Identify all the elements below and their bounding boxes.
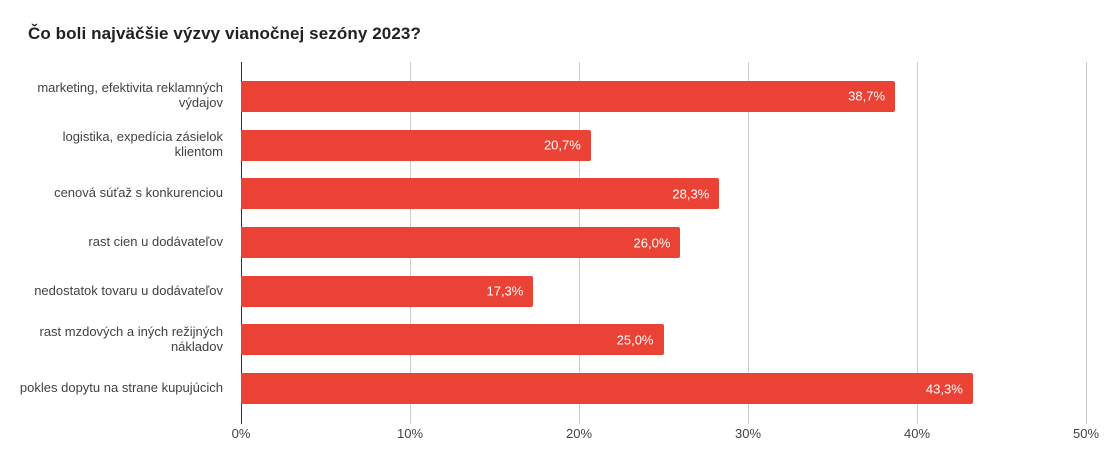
- category-row: pokles dopytu na strane kupujúcich: [0, 364, 232, 413]
- category-row: rast mzdových a iných režijných nákladov: [0, 316, 232, 365]
- x-axis-tick-label: 20%: [565, 426, 593, 441]
- x-axis-tick-label: 50%: [1072, 426, 1100, 441]
- category-label: rast cien u dodávateľov: [88, 234, 223, 250]
- chart-title: Čo boli najväčšie výzvy vianočnej sezóny…: [28, 24, 421, 43]
- category-label: marketing, efektivita reklamných výdajov: [37, 80, 223, 111]
- category-label: cenová súťaž s konkurenciou: [54, 185, 223, 201]
- bar[interactable]: 20,7%: [241, 129, 591, 161]
- bar-value-label: 26,0%: [633, 235, 671, 251]
- plot-area: 38,7% 20,7% 28,3% 26,0% 17,3% 25,0% 43,3%: [241, 62, 1087, 424]
- category-row: rast cien u dodávateľov: [0, 218, 232, 267]
- bar-value-label: 25,0%: [616, 332, 654, 348]
- bar-row: 26,0%: [241, 218, 1086, 267]
- axis-tick: [1086, 418, 1087, 424]
- axis-tick: [748, 418, 749, 424]
- x-axis-tick-label: 0%: [231, 426, 251, 441]
- axis-tick: [579, 418, 580, 424]
- bar[interactable]: 38,7%: [241, 80, 896, 112]
- bar-value-label: 28,3%: [672, 186, 710, 202]
- x-axis-tick-label: 30%: [734, 426, 762, 441]
- bar[interactable]: 25,0%: [241, 324, 664, 356]
- bar[interactable]: 28,3%: [241, 178, 720, 210]
- bar-row: 20,7%: [241, 121, 1086, 170]
- axis-tick: [241, 418, 242, 424]
- gridline: [748, 62, 749, 418]
- category-label: nedostatok tovaru u dodávateľov: [34, 282, 223, 298]
- category-axis: marketing, efektivita reklamných výdajov…: [0, 72, 232, 413]
- bar-series: 38,7% 20,7% 28,3% 26,0% 17,3% 25,0% 43,3%: [241, 72, 1086, 413]
- x-axis: 0% 10% 20% 30% 40% 50%: [232, 424, 1099, 444]
- axis-tick: [917, 418, 918, 424]
- bar-value-label: 43,3%: [925, 381, 963, 397]
- bar[interactable]: 43,3%: [241, 373, 973, 405]
- bar-value-label: 17,3%: [486, 283, 524, 299]
- bar-row: 43,3%: [241, 364, 1086, 413]
- gridline: [1086, 62, 1087, 418]
- bar-row: 17,3%: [241, 267, 1086, 316]
- bar-value-label: 38,7%: [848, 88, 886, 104]
- category-label: pokles dopytu na strane kupujúcich: [19, 380, 223, 396]
- category-row: cenová súťaž s konkurenciou: [0, 169, 232, 218]
- gridline: [917, 62, 918, 418]
- bar-row: 25,0%: [241, 316, 1086, 365]
- bar[interactable]: 26,0%: [241, 227, 681, 259]
- bar-row: 28,3%: [241, 169, 1086, 218]
- axis-tick: [410, 418, 411, 424]
- category-row: nedostatok tovaru u dodávateľov: [0, 267, 232, 316]
- bar[interactable]: 17,3%: [241, 275, 534, 307]
- category-row: marketing, efektivita reklamných výdajov: [0, 72, 232, 121]
- category-label: logistika, expedícia zásielok klientom: [62, 129, 223, 160]
- x-axis-tick-label: 10%: [396, 426, 424, 441]
- x-axis-tick-label: 40%: [903, 426, 931, 441]
- bar-value-label: 20,7%: [543, 137, 581, 153]
- category-label: rast mzdových a iných režijných nákladov: [39, 324, 223, 354]
- category-row: logistika, expedícia zásielok klientom: [0, 121, 232, 170]
- bar-row: 38,7%: [241, 72, 1086, 121]
